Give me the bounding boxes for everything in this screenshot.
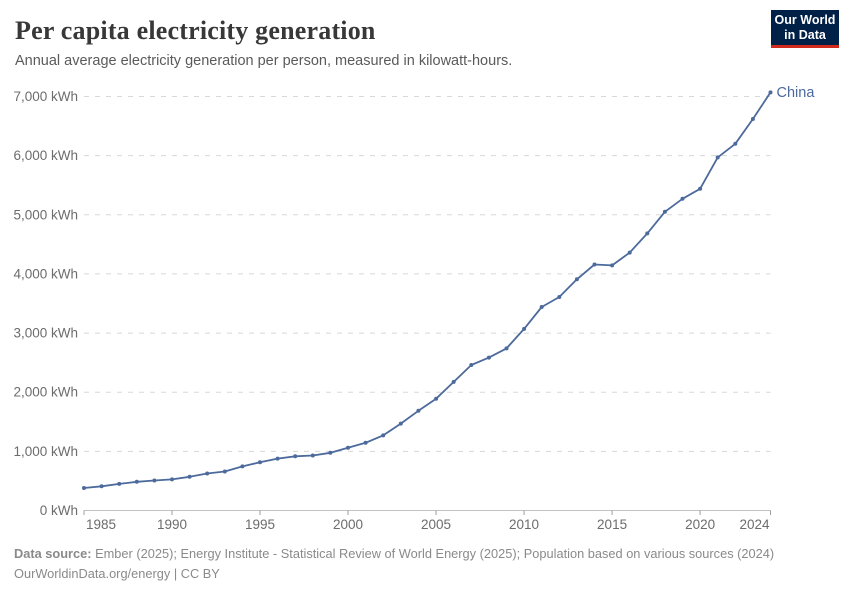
chart-footer: Data source: Ember (2025); Energy Instit…	[14, 544, 834, 584]
data-point	[275, 456, 280, 461]
x-axis-tick-label: 2020	[685, 517, 715, 532]
data-line-china[interactable]	[83, 91, 772, 489]
data-point	[680, 196, 685, 201]
data-point	[486, 355, 491, 360]
y-axis-tick-label: 2,000 kWh	[13, 385, 78, 400]
footer-license: CC BY	[180, 566, 220, 581]
data-point	[434, 396, 439, 401]
x-axis-tick-label: 2000	[333, 517, 363, 532]
chart-subtitle: Annual average electricity generation pe…	[15, 53, 513, 69]
data-point	[205, 471, 210, 476]
x-axis-tick-label: 1995	[245, 517, 275, 532]
data-point	[187, 474, 192, 479]
page-title: Per capita electricity generation	[15, 16, 376, 45]
data-point	[627, 250, 632, 255]
footer-url: OurWorldinData.org/energy	[14, 566, 171, 581]
x-axis-tick-label: 2005	[421, 517, 451, 532]
data-source-text: Ember (2025); Energy Institute - Statist…	[95, 546, 775, 561]
y-axis-tick-label: 5,000 kWh	[13, 207, 78, 222]
y-axis-tick-label: 7,000 kWh	[13, 89, 78, 104]
data-point	[117, 481, 122, 486]
data-point	[750, 117, 755, 121]
data-point	[592, 262, 597, 267]
data-point	[733, 141, 738, 146]
data-point	[134, 479, 139, 484]
y-axis-tick-label: 6,000 kWh	[13, 148, 78, 163]
data-point	[715, 155, 720, 160]
footer-separator: |	[173, 566, 178, 581]
y-axis-tick-label: 4,000 kWh	[13, 266, 78, 281]
owid-logo[interactable]: Our World in Data	[771, 10, 839, 48]
y-axis-tick-label: 3,000 kWh	[13, 326, 78, 341]
data-point	[398, 421, 403, 426]
data-point	[82, 486, 86, 490]
data-point	[416, 408, 421, 413]
data-point	[451, 379, 456, 384]
data-point	[574, 277, 579, 282]
data-point	[381, 433, 386, 438]
data-point	[222, 469, 227, 474]
data-point	[610, 263, 615, 268]
data-point	[662, 209, 667, 214]
series-end-label[interactable]: China	[777, 85, 816, 101]
data-point	[698, 186, 703, 191]
data-point	[152, 478, 157, 483]
data-point	[258, 460, 262, 465]
data-point	[363, 440, 368, 445]
y-axis-tick-label: 1,000 kWh	[13, 444, 78, 459]
data-point	[768, 90, 773, 95]
x-axis-tick-label: 2024	[739, 517, 770, 532]
data-point	[645, 231, 650, 236]
data-point	[346, 445, 350, 450]
owid-logo-line1: Our World	[774, 12, 836, 27]
data-point	[328, 450, 333, 455]
data-point	[557, 295, 562, 299]
data-point	[522, 326, 527, 331]
data-point	[293, 454, 298, 459]
x-axis-tick-label: 1985	[86, 517, 116, 532]
data-point	[504, 346, 509, 351]
x-axis-tick-label: 2010	[509, 517, 539, 532]
data-point	[170, 477, 174, 482]
data-point	[539, 305, 544, 309]
data-point	[240, 464, 245, 469]
data-source-label: Data source:	[14, 546, 92, 561]
data-point	[469, 363, 474, 367]
x-axis-tick-label: 1990	[157, 517, 187, 532]
owid-logo-line2: in Data	[784, 27, 826, 42]
data-point	[99, 484, 104, 489]
y-axis-tick-label: 0 kWh	[40, 503, 78, 518]
x-axis-tick-label: 2015	[597, 517, 627, 532]
data-point	[310, 453, 315, 458]
